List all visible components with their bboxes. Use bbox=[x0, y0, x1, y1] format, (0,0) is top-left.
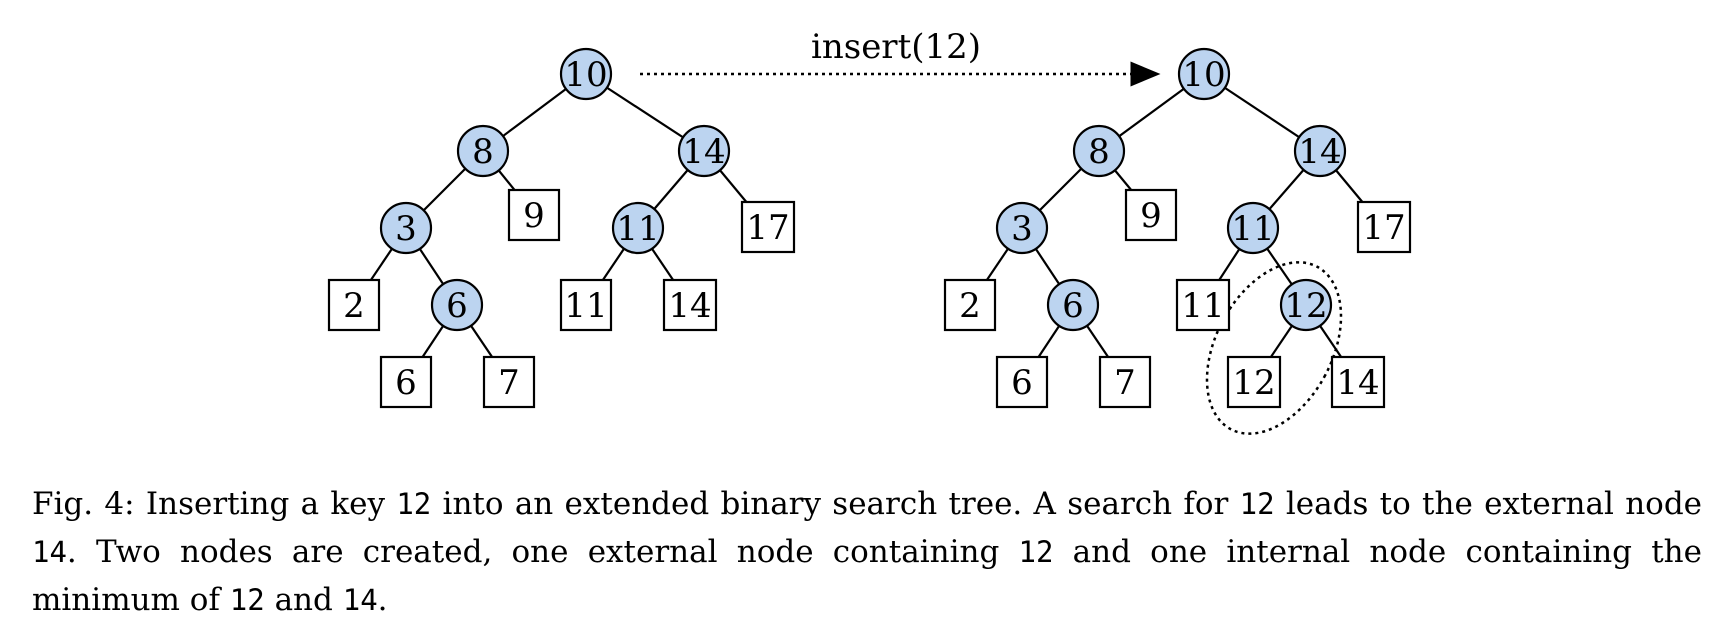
insert-arrow-label: insert(12) bbox=[811, 27, 981, 67]
internal-node: 8 bbox=[1072, 124, 1126, 178]
svg-text:11: 11 bbox=[1231, 209, 1274, 249]
svg-text:8: 8 bbox=[472, 132, 494, 172]
internal-node: 6 bbox=[430, 278, 484, 332]
external-node: 7 bbox=[482, 355, 536, 409]
svg-text:9: 9 bbox=[523, 196, 545, 236]
external-node: 9 bbox=[1124, 188, 1178, 242]
svg-text:6: 6 bbox=[1011, 363, 1033, 403]
svg-text:14: 14 bbox=[668, 286, 711, 326]
svg-text:3: 3 bbox=[1011, 209, 1033, 249]
external-node: 6 bbox=[379, 355, 433, 409]
external-node: 11 bbox=[1175, 278, 1231, 332]
svg-text:6: 6 bbox=[446, 286, 468, 326]
internal-node: 14 bbox=[677, 124, 731, 178]
svg-text:14: 14 bbox=[1336, 363, 1379, 403]
caption-label: Fig. 4: bbox=[32, 486, 135, 522]
new-internal-node: 12 bbox=[1279, 278, 1333, 332]
internal-node: 3 bbox=[995, 201, 1049, 255]
internal-node: 3 bbox=[379, 201, 433, 255]
external-node: 2 bbox=[327, 278, 381, 332]
external-node: 14 bbox=[662, 278, 718, 332]
figure-caption: Fig. 4: Inserting a key 12 into an exten… bbox=[32, 486, 1703, 618]
external-node: 2 bbox=[943, 278, 997, 332]
internal-node: 10 bbox=[559, 47, 613, 101]
svg-text:7: 7 bbox=[498, 363, 520, 403]
internal-node: 11 bbox=[1226, 201, 1280, 255]
external-node: 6 bbox=[995, 355, 1049, 409]
svg-text:14: 14 bbox=[1298, 132, 1341, 172]
svg-text:12: 12 bbox=[1232, 363, 1275, 403]
internal-node: 10 bbox=[1177, 47, 1231, 101]
svg-text:7: 7 bbox=[1114, 363, 1136, 403]
external-node: 17 bbox=[740, 200, 796, 254]
external-node: 7 bbox=[1098, 355, 1152, 409]
svg-text:2: 2 bbox=[959, 286, 981, 326]
new-nodes-highlight bbox=[1205, 261, 1343, 435]
svg-text:11: 11 bbox=[564, 286, 607, 326]
svg-text:17: 17 bbox=[746, 208, 789, 248]
internal-node: 6 bbox=[1046, 278, 1100, 332]
bst-insert-diagram: insert(12) 10 8 14 3 11 6 bbox=[327, 27, 1412, 435]
svg-text:9: 9 bbox=[1140, 196, 1162, 236]
svg-text:10: 10 bbox=[564, 55, 607, 95]
internal-node: 8 bbox=[456, 124, 510, 178]
external-node: 9 bbox=[507, 188, 561, 242]
svg-text:11: 11 bbox=[1181, 286, 1224, 326]
new-external-node: 12 bbox=[1226, 355, 1282, 409]
svg-text:6: 6 bbox=[1062, 286, 1084, 326]
external-node: 14 bbox=[1330, 355, 1386, 409]
external-node: 17 bbox=[1356, 200, 1412, 254]
svg-text:10: 10 bbox=[1182, 55, 1225, 95]
svg-text:12: 12 bbox=[1284, 286, 1327, 326]
external-node: 11 bbox=[559, 278, 613, 332]
svg-text:8: 8 bbox=[1088, 132, 1110, 172]
svg-text:14: 14 bbox=[682, 132, 725, 172]
svg-text:2: 2 bbox=[343, 286, 365, 326]
internal-node: 11 bbox=[611, 201, 665, 255]
svg-text:6: 6 bbox=[395, 363, 417, 403]
svg-text:17: 17 bbox=[1362, 208, 1405, 248]
svg-text:3: 3 bbox=[395, 209, 417, 249]
svg-text:11: 11 bbox=[616, 209, 659, 249]
internal-node: 14 bbox=[1293, 124, 1347, 178]
